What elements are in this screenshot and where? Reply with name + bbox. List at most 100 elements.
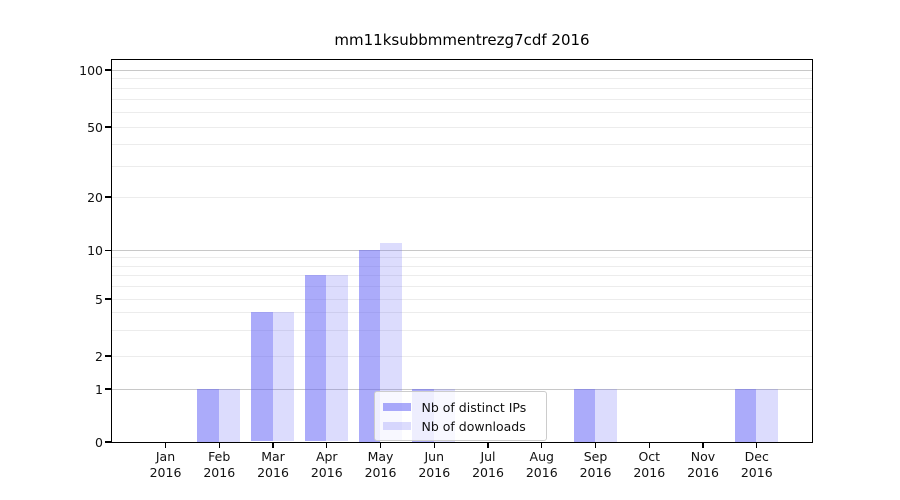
gridline-major	[111, 250, 812, 251]
x-tick-year: 2016	[203, 464, 236, 480]
y-tick-label: 10	[87, 243, 103, 258]
x-tick-label: Jun 2016	[402, 449, 466, 480]
x-tick-mark	[541, 442, 543, 448]
y-tick-label: 100	[79, 62, 103, 78]
y-tick-label: 50	[87, 119, 103, 135]
x-tick-year: 2016	[257, 464, 289, 480]
gridline-minor	[111, 87, 812, 89]
x-tick-year: 2016	[364, 464, 397, 480]
bar-downloads	[595, 388, 617, 442]
gridline-minor	[111, 265, 812, 267]
x-tick-mark	[272, 442, 274, 448]
y-tick-label: 5	[95, 291, 103, 307]
x-tick-label: Apr 2016	[295, 449, 359, 480]
y-tick-mark	[105, 196, 111, 198]
x-tick-year: 2016	[418, 464, 451, 480]
x-tick-month: Feb	[208, 449, 231, 464]
x-tick-month: Jul	[480, 449, 496, 464]
y-tick-mark	[105, 69, 111, 71]
x-tick-year: 2016	[525, 464, 558, 480]
y-tick-label: 0	[95, 434, 103, 450]
x-tick-year: 2016	[579, 464, 612, 480]
legend-label: Nb of distinct IPs	[421, 399, 527, 415]
gridline-minor	[111, 274, 812, 276]
y-tick-mark	[105, 355, 111, 357]
gridline-minor	[111, 196, 812, 198]
x-tick-label: Nov 2016	[671, 449, 735, 480]
gridline-minor	[111, 98, 812, 100]
x-tick-label: Feb 2016	[187, 449, 251, 480]
x-tick-month: Oct	[638, 449, 661, 464]
x-tick-month: May	[367, 449, 394, 464]
x-tick-mark	[487, 442, 489, 448]
legend-swatch	[382, 403, 411, 411]
gridline-major	[111, 69, 812, 71]
gridline-minor	[111, 126, 812, 128]
y-tick-mark	[105, 441, 111, 443]
x-tick-month: Jan	[155, 449, 176, 464]
y-tick-label: 2	[95, 348, 103, 364]
x-tick-month: Jun	[424, 449, 445, 464]
legend-label: Nb of downloads	[421, 418, 526, 434]
plot-area: Nb of distinct IPs Nb of downloads	[110, 58, 813, 443]
bar-downloads	[272, 312, 294, 442]
legend-item: Nb of downloads	[382, 417, 538, 436]
x-tick-label: Oct 2016	[617, 449, 681, 480]
x-tick-year: 2016	[472, 464, 504, 480]
bar-distinct-ips	[304, 274, 327, 442]
gridline-minor	[111, 285, 812, 287]
x-tick-month: Apr	[315, 449, 338, 464]
x-tick-year: 2016	[310, 464, 343, 480]
x-tick-mark	[164, 442, 167, 448]
bar-distinct-ips	[197, 388, 219, 442]
x-tick-month: Nov	[690, 449, 716, 464]
y-tick-mark	[105, 126, 111, 128]
bar-downloads	[756, 388, 778, 442]
gridline-minor	[111, 257, 812, 259]
x-tick-label: Jul 2016	[456, 449, 520, 480]
x-tick-label: Aug 2016	[510, 449, 574, 480]
gridline-minor	[111, 78, 812, 80]
y-tick-label: 1	[95, 381, 103, 397]
bar-downloads	[218, 388, 241, 442]
x-tick-month: Dec	[744, 449, 769, 464]
x-tick-month: Sep	[583, 449, 608, 464]
bar-downloads	[326, 274, 348, 442]
gridline-minor	[111, 165, 812, 167]
x-tick-mark	[702, 442, 704, 448]
x-tick-mark	[218, 442, 220, 448]
x-tick-year: 2016	[149, 464, 182, 480]
x-tick-month: Aug	[529, 449, 554, 464]
x-tick-label: May 2016	[349, 449, 413, 480]
gridline-minor	[111, 298, 812, 300]
legend-item: Nb of distinct IPs	[382, 398, 538, 417]
x-tick-label: Jan 2016	[134, 449, 198, 480]
gridline-minor	[111, 312, 812, 314]
y-tick-mark	[105, 249, 111, 252]
x-tick-mark	[433, 442, 435, 448]
x-tick-mark	[379, 442, 382, 448]
x-tick-month: Mar	[261, 449, 285, 464]
x-tick-year: 2016	[740, 464, 773, 480]
x-tick-year: 2016	[633, 464, 666, 480]
legend-swatch	[382, 422, 411, 430]
bar-distinct-ips	[573, 388, 595, 442]
x-tick-label: Sep 2016	[564, 449, 628, 480]
bar-distinct-ips	[251, 312, 273, 442]
y-tick-mark	[105, 298, 111, 300]
legend: Nb of distinct IPs Nb of downloads	[373, 390, 547, 441]
gridline-minor	[111, 111, 812, 113]
gridline-minor	[111, 143, 812, 145]
y-tick-mark	[105, 388, 111, 390]
x-tick-year: 2016	[687, 464, 719, 480]
x-tick-mark	[648, 442, 650, 448]
gridline-major	[111, 388, 812, 390]
x-tick-label: Dec 2016	[725, 449, 789, 480]
x-tick-label: Mar 2016	[241, 449, 305, 480]
gridline-minor	[111, 330, 812, 332]
x-tick-mark	[594, 442, 597, 448]
chart-title: mm11ksubbmmentrezg7cdf 2016	[334, 31, 590, 49]
bar-distinct-ips	[734, 388, 757, 442]
x-tick-mark	[756, 442, 758, 448]
